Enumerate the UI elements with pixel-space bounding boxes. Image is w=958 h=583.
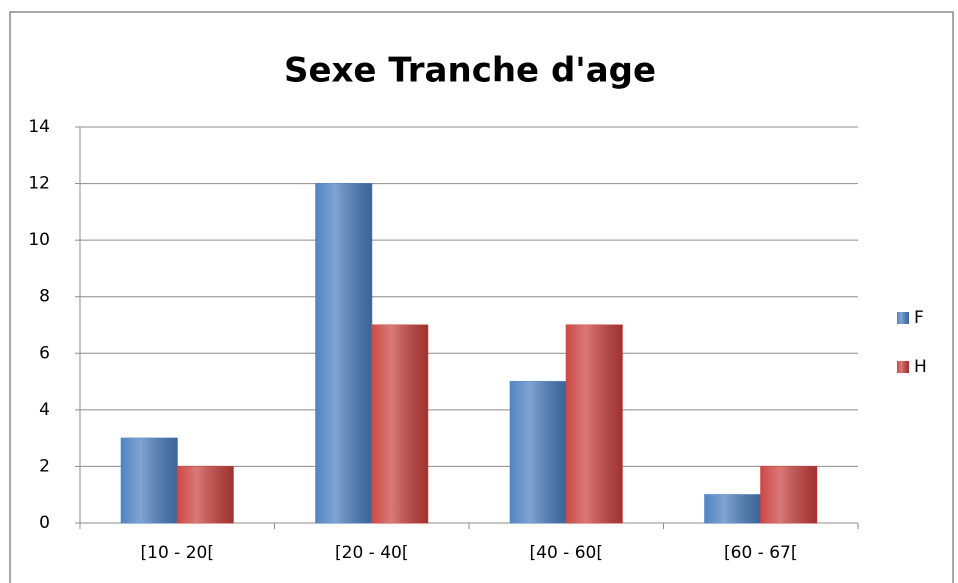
bar xyxy=(760,465,818,524)
bar xyxy=(120,437,178,524)
y-tick-label: 8 xyxy=(39,287,50,307)
y-tick-label: 6 xyxy=(39,343,50,363)
legend-label: F xyxy=(914,308,924,328)
x-tick-label: [10 - 20[ xyxy=(141,543,214,563)
x-tick-label: [60 - 67[ xyxy=(724,543,797,563)
bar xyxy=(565,324,623,524)
bar xyxy=(704,494,762,524)
chart-title: Sexe Tranche d'age xyxy=(284,51,656,91)
bar xyxy=(315,183,373,524)
y-tick-label: 10 xyxy=(28,230,50,250)
x-tick-label: [40 - 60[ xyxy=(530,543,603,563)
y-tick-label: 0 xyxy=(39,513,50,533)
y-tick-label: 12 xyxy=(28,174,50,194)
x-tick-label: [20 - 40[ xyxy=(335,543,408,563)
bar xyxy=(371,324,429,524)
legend-swatch-shine xyxy=(897,361,909,373)
legend-swatch-shine xyxy=(897,312,909,324)
y-tick-label: 14 xyxy=(28,117,50,137)
legend-label: H xyxy=(914,357,927,377)
bar xyxy=(176,465,234,524)
y-tick-label: 2 xyxy=(39,456,50,476)
bar xyxy=(509,381,567,524)
y-tick-label: 4 xyxy=(39,400,50,420)
